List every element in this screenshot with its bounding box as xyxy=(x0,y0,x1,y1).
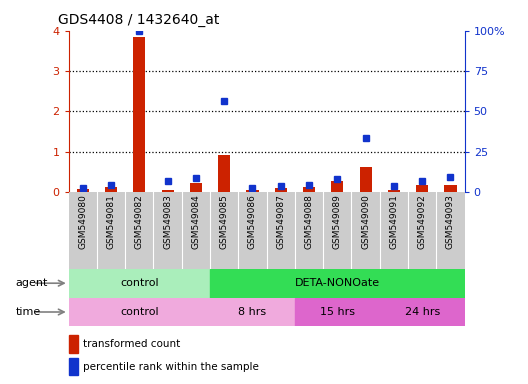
Bar xyxy=(360,167,372,192)
Text: GSM549086: GSM549086 xyxy=(248,194,257,249)
Bar xyxy=(69,335,78,353)
Bar xyxy=(190,183,202,192)
Bar xyxy=(388,190,400,192)
Text: GSM549091: GSM549091 xyxy=(390,194,399,249)
Text: GSM549093: GSM549093 xyxy=(446,194,455,249)
Bar xyxy=(69,358,78,375)
Text: percentile rank within the sample: percentile rank within the sample xyxy=(83,362,259,372)
Bar xyxy=(408,192,436,269)
Bar xyxy=(247,190,259,192)
Text: 24 hrs: 24 hrs xyxy=(404,307,440,317)
Bar xyxy=(125,192,154,269)
Bar xyxy=(210,192,238,269)
Text: GSM549082: GSM549082 xyxy=(135,194,144,249)
Bar xyxy=(323,192,352,269)
Text: time: time xyxy=(16,307,41,317)
Bar xyxy=(182,192,210,269)
Text: DETA-NONOate: DETA-NONOate xyxy=(295,278,380,288)
Text: GSM549090: GSM549090 xyxy=(361,194,370,249)
Bar xyxy=(210,298,295,326)
Text: 8 hrs: 8 hrs xyxy=(239,307,267,317)
Text: control: control xyxy=(120,278,159,288)
Bar xyxy=(238,192,267,269)
Bar xyxy=(295,298,380,326)
Bar xyxy=(162,190,174,192)
Bar xyxy=(380,192,408,269)
Text: 15 hrs: 15 hrs xyxy=(320,307,355,317)
Bar xyxy=(77,189,89,192)
Text: GSM549080: GSM549080 xyxy=(78,194,87,249)
Text: GSM549092: GSM549092 xyxy=(418,194,427,249)
Bar xyxy=(416,185,428,192)
Bar xyxy=(105,187,117,192)
Text: GSM549087: GSM549087 xyxy=(276,194,285,249)
Text: GSM549084: GSM549084 xyxy=(192,194,201,249)
Text: GSM549089: GSM549089 xyxy=(333,194,342,249)
Bar xyxy=(69,269,210,298)
Bar xyxy=(436,192,465,269)
Bar xyxy=(352,192,380,269)
Bar xyxy=(210,269,465,298)
Bar xyxy=(295,192,323,269)
Bar xyxy=(218,154,230,192)
Bar xyxy=(445,185,457,192)
Bar xyxy=(154,192,182,269)
Text: transformed count: transformed count xyxy=(83,339,181,349)
Bar xyxy=(275,188,287,192)
Bar xyxy=(69,192,97,269)
Bar xyxy=(134,37,145,192)
Text: GSM549083: GSM549083 xyxy=(163,194,172,249)
Bar xyxy=(267,192,295,269)
Text: GDS4408 / 1432640_at: GDS4408 / 1432640_at xyxy=(58,13,220,27)
Bar xyxy=(69,298,210,326)
Text: GSM549085: GSM549085 xyxy=(220,194,229,249)
Text: agent: agent xyxy=(16,278,48,288)
Bar xyxy=(303,187,315,192)
Bar xyxy=(97,192,125,269)
Text: control: control xyxy=(120,307,159,317)
Bar xyxy=(380,298,465,326)
Text: GSM549081: GSM549081 xyxy=(107,194,116,249)
Bar xyxy=(332,181,343,192)
Text: GSM549088: GSM549088 xyxy=(305,194,314,249)
